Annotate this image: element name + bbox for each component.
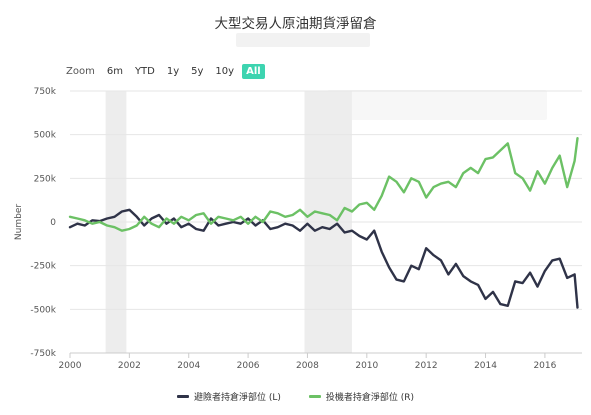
x-tick-label: 2002 bbox=[118, 361, 141, 371]
zoom-button-10y[interactable]: 10y bbox=[215, 65, 235, 77]
zoom-button-ytd[interactable]: YTD bbox=[134, 65, 155, 77]
subtitle-placeholder bbox=[236, 33, 370, 47]
legend-swatch-hedgers bbox=[176, 395, 189, 398]
x-tick-label: 2010 bbox=[355, 361, 378, 371]
y-tick-label: -500k bbox=[30, 305, 56, 315]
zoom-button-1y[interactable]: 1y bbox=[166, 65, 180, 77]
zoom-button-6m[interactable]: 6m bbox=[106, 65, 123, 77]
legend-label-hedgers: 避險者持倉淨部位 (L) bbox=[193, 393, 281, 403]
series-line-1 bbox=[68, 137, 579, 232]
x-tick-label: 2012 bbox=[415, 361, 438, 371]
x-tick-label: 2004 bbox=[177, 361, 200, 371]
legend-item-hedgers[interactable]: 避險者持倉淨部位 (L) bbox=[176, 390, 281, 403]
legend-item-speculators[interactable]: 投機者持倉淨部位 (R) bbox=[308, 390, 415, 403]
y-tick-label: 750k bbox=[34, 87, 57, 97]
zoom-button-5y[interactable]: 5y bbox=[191, 65, 204, 77]
x-tick-label: 2000 bbox=[59, 361, 82, 371]
y-tick-label: 0 bbox=[50, 218, 56, 228]
chart-title: 大型交易人原油期貨淨留倉 bbox=[214, 16, 377, 32]
y-axis-label: Number bbox=[14, 204, 24, 240]
y-tick-label: 500k bbox=[34, 131, 57, 141]
x-tick-label: 2006 bbox=[237, 361, 260, 371]
x-tick-label: 2016 bbox=[533, 361, 556, 371]
legend: 避險者持倉淨部位 (L) 投機者持倉淨部位 (R) bbox=[0, 390, 591, 403]
y-tick-label: -750k bbox=[30, 349, 56, 359]
legend-label-speculators: 投機者持倉淨部位 (R) bbox=[325, 393, 415, 403]
tooltip-placeholder bbox=[327, 90, 547, 120]
x-tick-label: 2008 bbox=[296, 361, 319, 371]
series-lines bbox=[68, 137, 579, 309]
legend-swatch-speculators bbox=[308, 395, 321, 398]
zoom-button-all[interactable]: All bbox=[242, 63, 265, 79]
x-tick-label: 2014 bbox=[474, 361, 497, 371]
y-tick-label: -250k bbox=[30, 262, 56, 272]
range-selector: Zoom 6m YTD 1y 5y 10y All bbox=[66, 62, 269, 80]
zoom-label: Zoom bbox=[66, 65, 95, 77]
series-line-0 bbox=[68, 208, 579, 309]
y-tick-label: 250k bbox=[34, 174, 57, 184]
